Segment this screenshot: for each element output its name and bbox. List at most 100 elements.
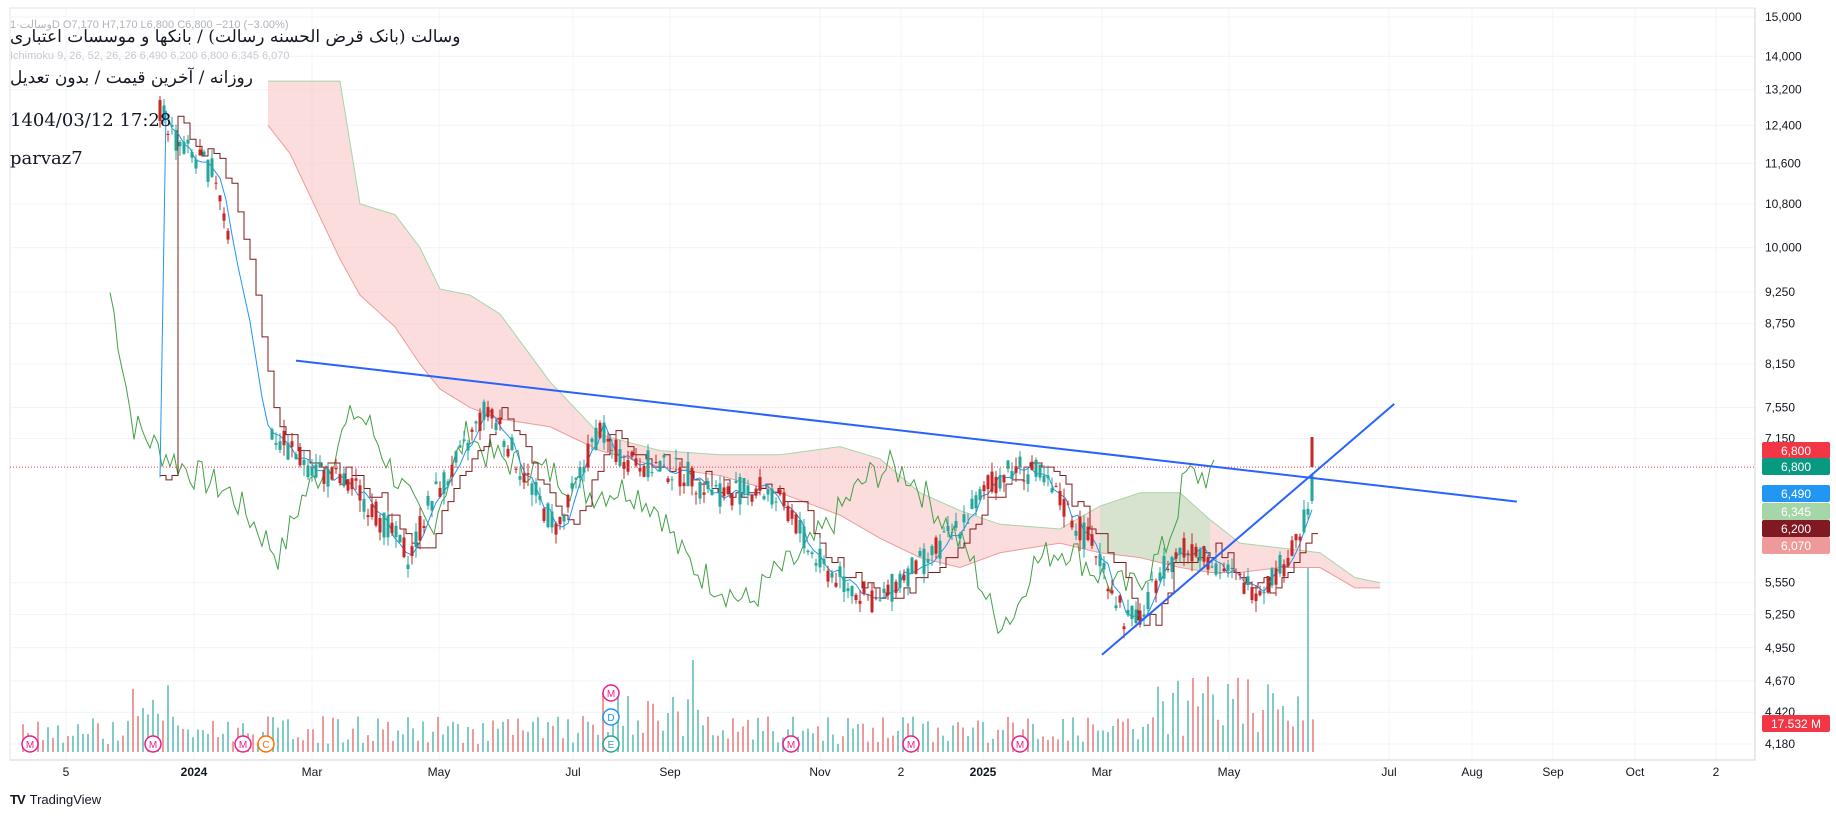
volume-bar (137, 716, 139, 752)
candle-body (1134, 609, 1138, 623)
chart-title: وسالت (بانک قرض الحسنه رسالت) / بانکها و… (10, 27, 461, 47)
candle-body (346, 479, 350, 491)
volume-bar (572, 742, 574, 752)
volume-bar (232, 741, 234, 752)
volume-bar (807, 728, 809, 752)
price-badge-label: 6,490 (1781, 487, 1811, 501)
volume-bar (162, 720, 164, 752)
volume-bar (1027, 718, 1029, 752)
volume-bar (697, 709, 699, 752)
y-tick-label: 10,000 (1765, 241, 1802, 255)
volume-bar (302, 740, 304, 752)
lagging-span-line (109, 292, 1215, 635)
candle-body (770, 488, 774, 505)
candle-body (830, 573, 834, 578)
volume-bar (672, 696, 674, 752)
volume-bar (677, 711, 679, 752)
candle-body (358, 485, 362, 501)
candle-body (954, 521, 958, 528)
volume-bar (842, 736, 844, 752)
candle-body (718, 483, 722, 507)
y-tick-label: 14,000 (1765, 49, 1802, 63)
volume-bar (892, 735, 894, 752)
candle-body (634, 458, 638, 466)
volume-bar (337, 719, 339, 752)
volume-bar (462, 742, 464, 752)
volume-bar (1222, 725, 1224, 752)
volume-bar (1132, 729, 1134, 752)
volume-bar (267, 716, 269, 752)
volume-bar (632, 734, 634, 752)
candle-body (658, 461, 662, 472)
x-tick-label: Nov (809, 765, 830, 779)
candle-body (466, 442, 470, 451)
event-marker-icon (782, 735, 800, 753)
volume-bar (1037, 739, 1039, 752)
candle-body (662, 455, 666, 458)
volume-badge (1762, 715, 1830, 732)
candle-body (858, 600, 862, 604)
candle-body (458, 445, 462, 448)
event-marker-icon (602, 735, 620, 753)
candle-body (1310, 474, 1314, 501)
candle-body (962, 514, 966, 523)
volume-bar (412, 728, 414, 752)
candle-body (510, 437, 514, 450)
volume-bar (772, 731, 774, 752)
volume-bar (1292, 726, 1294, 752)
volume-bar (347, 739, 349, 752)
candle-body (762, 496, 766, 500)
volume-bar (862, 723, 864, 752)
volume-bar (817, 726, 819, 752)
candle-body (1122, 626, 1126, 630)
volume-bar (1312, 719, 1314, 752)
candle-body (310, 466, 314, 476)
event-marker-label: D (607, 713, 614, 724)
candle-body (1058, 490, 1062, 506)
volume-bar (1052, 736, 1054, 752)
volume-bar (192, 737, 194, 752)
candle-body (594, 427, 598, 451)
volume-bar (42, 739, 44, 752)
volume-bar (1252, 712, 1254, 752)
candle-body (678, 467, 682, 487)
candle-body (682, 482, 686, 487)
volume-bar (547, 722, 549, 752)
candle-body (202, 151, 206, 156)
candle-body (938, 540, 942, 559)
volume-bar (297, 737, 299, 752)
volume-bar (72, 735, 74, 752)
volume-bar (222, 733, 224, 752)
volume-bar (1247, 679, 1249, 752)
volume-bar (912, 716, 914, 752)
volume-bar (1262, 709, 1264, 752)
volume-bar (1207, 676, 1209, 752)
volume-badge-label: 17.532 M (1771, 717, 1821, 731)
candle-body (494, 423, 498, 431)
candle-body (782, 492, 786, 507)
volume-bar (872, 727, 874, 752)
volume-bar (197, 729, 199, 752)
candle-body (550, 511, 554, 528)
y-tick-label: 4,670 (1765, 674, 1795, 688)
candle-body (390, 522, 394, 534)
volume-bar (542, 738, 544, 752)
volume-bar (702, 725, 704, 752)
volume-bar (147, 714, 149, 752)
tradingview-brand[interactable]: TV TradingView (10, 792, 101, 807)
candle-body (786, 505, 790, 521)
volume-bar (622, 725, 624, 752)
candle-body (302, 459, 306, 466)
candle-body (1002, 475, 1006, 483)
candle-body (590, 438, 594, 442)
candle-body (826, 570, 830, 582)
candle-body (454, 451, 458, 463)
candle-body (1214, 563, 1218, 575)
candle-body (686, 461, 690, 487)
volume-bar (1302, 720, 1304, 752)
volume-bar (92, 718, 94, 752)
volume-bar (1002, 729, 1004, 752)
candle-body (1222, 568, 1226, 572)
volume-bar (667, 713, 669, 752)
